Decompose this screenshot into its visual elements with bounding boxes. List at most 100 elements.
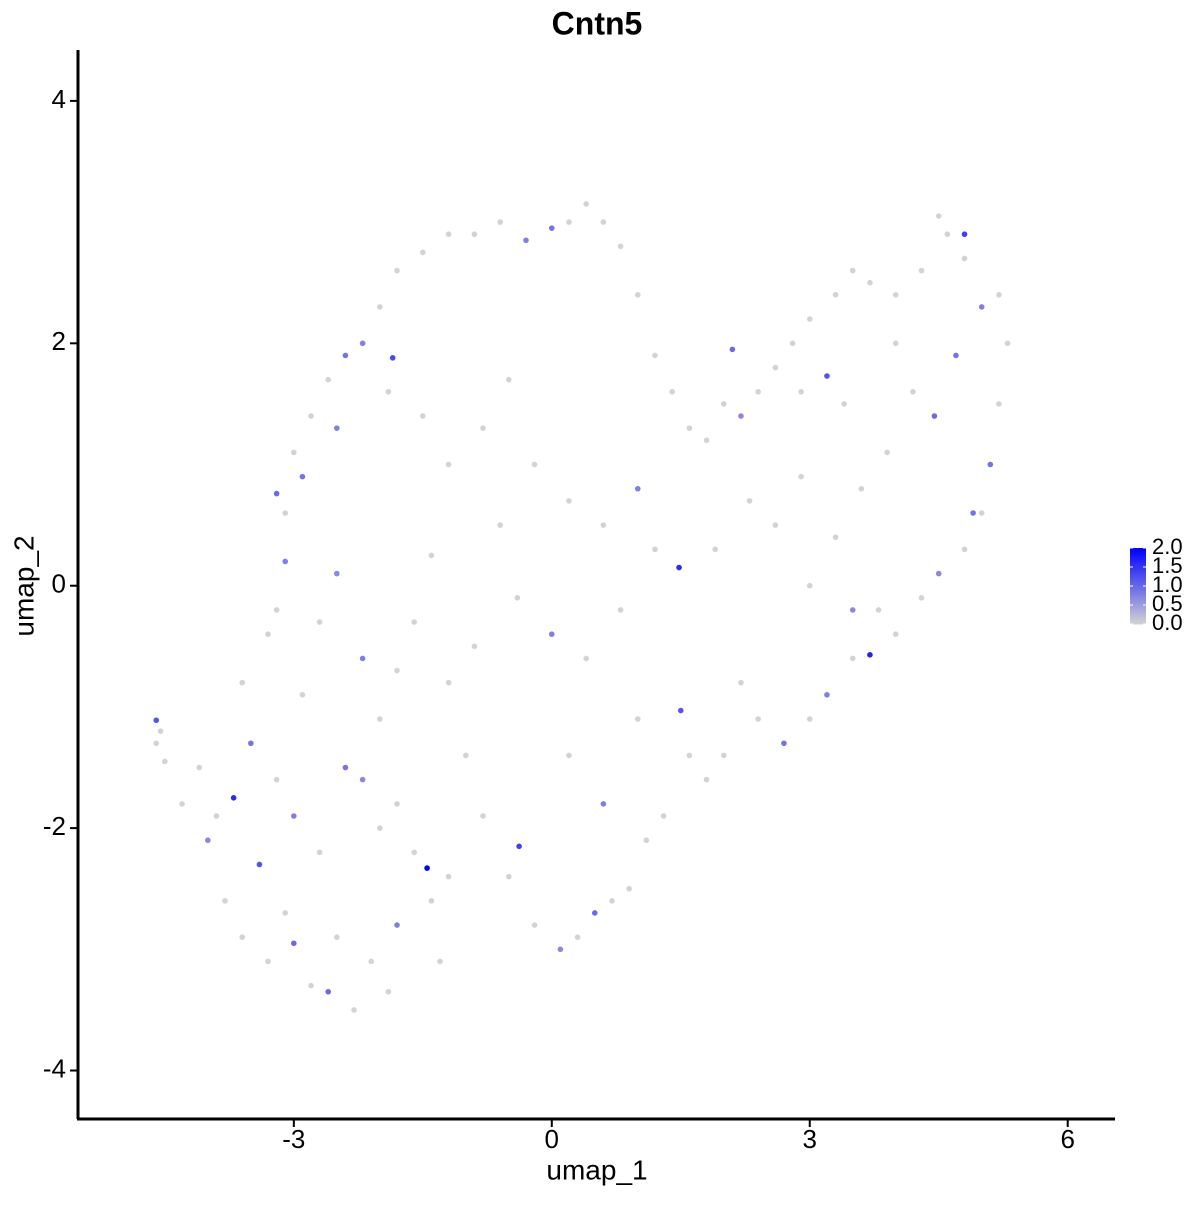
point	[291, 449, 297, 456]
chart-title: Cntn5	[552, 5, 643, 41]
point	[772, 522, 779, 528]
x-tick-label: 6	[1060, 1124, 1074, 1154]
point	[626, 885, 632, 892]
point	[652, 352, 658, 359]
colorbar-segment	[1130, 551, 1146, 555]
point	[669, 388, 675, 395]
point	[755, 388, 761, 395]
point	[970, 510, 976, 516]
point	[424, 865, 430, 871]
point	[849, 267, 856, 274]
point	[892, 631, 899, 637]
point	[239, 934, 246, 940]
point	[867, 279, 873, 286]
point	[273, 607, 280, 613]
point	[316, 619, 323, 625]
point	[884, 449, 890, 456]
point	[239, 679, 246, 686]
colorbar-label: 2.0	[1152, 534, 1183, 559]
point	[505, 376, 512, 383]
colorbar-segment	[1130, 589, 1146, 593]
colorbar-segment	[1130, 597, 1146, 600]
point	[892, 292, 899, 298]
colorbar-segment	[1130, 572, 1146, 576]
point	[858, 485, 865, 492]
colorbar-segment	[1130, 548, 1146, 551]
point	[875, 607, 882, 613]
point	[196, 764, 203, 771]
point	[342, 352, 349, 359]
colorbar-segment	[1130, 549, 1146, 553]
colorbar-segment	[1130, 593, 1146, 596]
colorbar-label: 1.0	[1152, 572, 1183, 597]
point	[291, 813, 297, 819]
x-tick-label: 0	[545, 1124, 559, 1154]
point	[703, 776, 710, 783]
y-tick-label: -4	[43, 1053, 66, 1083]
point	[351, 1007, 357, 1013]
point	[961, 255, 968, 262]
y-tick-label: 2	[52, 326, 66, 356]
point	[385, 988, 392, 995]
point	[308, 982, 314, 989]
point	[157, 728, 164, 734]
point	[531, 461, 538, 468]
colorbar-segment	[1130, 606, 1146, 610]
point	[282, 910, 289, 916]
point	[738, 679, 744, 686]
point	[574, 934, 581, 940]
point	[480, 813, 486, 819]
point	[806, 582, 813, 589]
point	[359, 776, 366, 783]
point	[806, 716, 813, 722]
point	[265, 958, 271, 965]
point	[428, 552, 435, 559]
point	[824, 373, 830, 379]
colorbar-segment	[1130, 567, 1146, 570]
point	[316, 849, 323, 856]
colorbar-label: 1.5	[1152, 553, 1183, 578]
colorbar-segment	[1130, 612, 1146, 615]
point	[798, 473, 804, 480]
point	[643, 837, 650, 844]
point	[961, 231, 968, 238]
point	[463, 752, 469, 759]
point	[781, 740, 787, 747]
point	[282, 558, 289, 565]
point	[437, 958, 443, 965]
y-tick-label: -2	[43, 811, 66, 841]
point	[617, 243, 624, 250]
point	[359, 340, 366, 347]
point	[931, 413, 938, 419]
point	[248, 740, 254, 747]
colorbar-segment	[1130, 587, 1146, 591]
colorbar-segment	[1130, 618, 1146, 621]
colorbar-segment	[1130, 568, 1146, 572]
point	[1004, 340, 1011, 347]
colorbar-segment	[1130, 570, 1146, 574]
point	[359, 655, 366, 662]
point	[428, 898, 435, 904]
point	[789, 340, 796, 347]
colorbar-segment	[1130, 599, 1146, 602]
point	[282, 510, 289, 516]
point	[832, 534, 839, 541]
point	[583, 201, 589, 207]
point	[987, 461, 994, 468]
point	[557, 946, 564, 953]
point	[368, 958, 375, 965]
point	[996, 401, 1002, 407]
point	[720, 401, 727, 407]
point	[944, 231, 951, 238]
point	[832, 292, 839, 298]
colorbar-label: 0.5	[1152, 591, 1183, 616]
colorbar-segment	[1130, 591, 1146, 595]
colorbar-segment	[1130, 553, 1146, 557]
colorbar-segment	[1130, 580, 1146, 583]
colorbar-segment	[1130, 578, 1146, 581]
y-axis-label: umap_2	[8, 535, 39, 636]
colorbar-segment	[1130, 614, 1146, 617]
point	[411, 619, 418, 625]
point	[686, 425, 693, 431]
point	[445, 679, 452, 686]
